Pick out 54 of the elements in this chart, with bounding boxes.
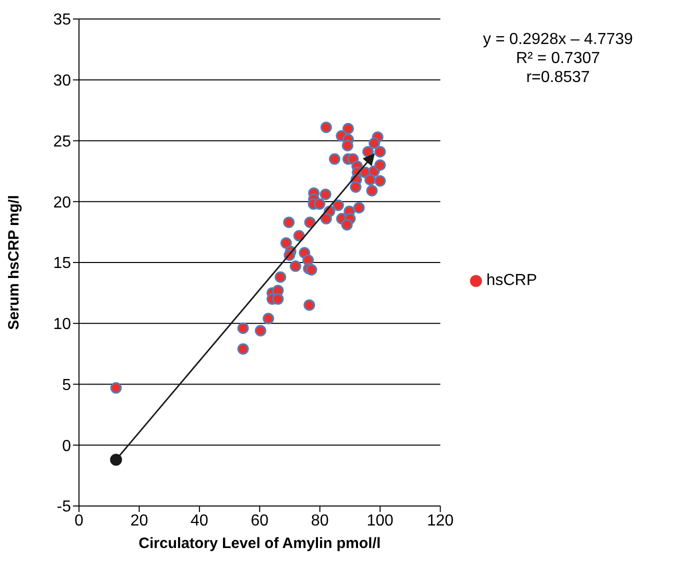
y-tick-label: 5: [62, 376, 72, 394]
point: [314, 198, 326, 210]
point: [272, 293, 284, 305]
x-tick-label: 20: [130, 512, 148, 530]
point: [237, 343, 249, 355]
point: [274, 271, 286, 283]
point: [368, 137, 380, 149]
x-tick-label: 80: [310, 512, 329, 530]
point: [353, 202, 365, 214]
y-tick-label: -5: [56, 498, 72, 516]
y-tick-label: 10: [53, 316, 72, 334]
y-tick-label: 20: [53, 194, 72, 212]
x-axis-title: Circulatory Level of Amylin pmol/l: [138, 535, 381, 552]
point: [374, 175, 386, 187]
x-tick-label: 100: [366, 512, 394, 530]
point: [320, 188, 332, 200]
point: [293, 230, 305, 242]
point: [320, 122, 332, 134]
x-tick-label: 60: [250, 512, 269, 530]
text: r=0.8537: [525, 68, 591, 87]
point: [362, 146, 374, 158]
x-tick-label: 40: [190, 512, 208, 530]
text: y = 0.2928x – 4.7739: [482, 30, 634, 49]
point: [283, 216, 295, 228]
point: [262, 312, 274, 324]
text: R² = 0.7307: [514, 49, 602, 68]
x-tick-label: 120: [426, 512, 454, 530]
point: [237, 322, 249, 334]
point: [290, 260, 302, 272]
point: [304, 299, 316, 311]
y-tick-label: 30: [53, 72, 72, 90]
point: [110, 382, 122, 394]
legend-label: hsCRP: [486, 272, 537, 289]
point: [364, 174, 376, 186]
point: [306, 264, 318, 276]
point: [350, 181, 362, 193]
point: [342, 122, 354, 134]
point: [320, 212, 332, 224]
point: [341, 219, 353, 231]
point: [328, 153, 340, 165]
point: [366, 184, 378, 196]
y-tick-label: 0: [62, 438, 72, 455]
point: [280, 237, 292, 249]
y-tick-label: 25: [53, 133, 72, 150]
point: [374, 159, 386, 171]
point: [254, 324, 266, 336]
point: [110, 454, 122, 466]
point: [342, 140, 354, 152]
y-tick-label: 15: [53, 255, 72, 272]
point: [374, 146, 386, 158]
point: [332, 200, 344, 212]
x-tick-label: 0: [74, 512, 84, 530]
y-tick-label: 35: [53, 12, 72, 29]
point: [304, 216, 316, 228]
